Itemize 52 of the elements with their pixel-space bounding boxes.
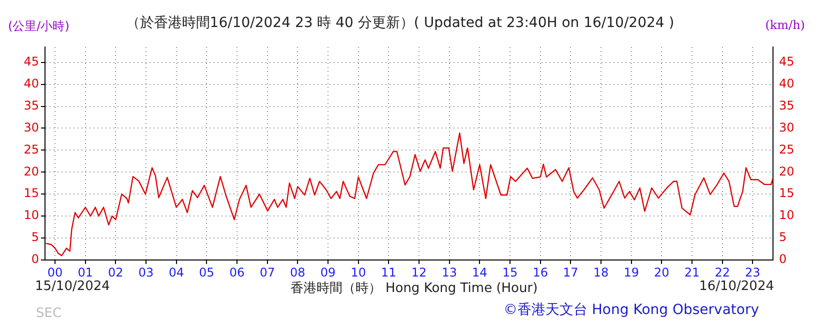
y2-tick-label: 25	[779, 142, 794, 156]
x-tick-label: 07	[260, 265, 275, 280]
y-tick-label: 35	[24, 98, 39, 112]
y2-tick-label: 20	[779, 164, 794, 178]
y-tick-label: 30	[24, 120, 39, 134]
text: 15/10/2024	[35, 279, 110, 294]
y2-tick-label: 5	[779, 230, 787, 244]
x-tick-label: 01	[78, 265, 93, 280]
y2-tick-label: 35	[779, 98, 794, 112]
y2-tick-label: 40	[779, 76, 794, 90]
x-tick-label: 19	[624, 265, 639, 280]
text: ©香港天文台 Hong Kong Observatory	[503, 301, 759, 319]
y2-tick-label: 45	[779, 54, 794, 68]
y2-tick-label: 15	[779, 186, 794, 200]
x-tick-label: 18	[593, 265, 609, 280]
x-tick-label: 14	[472, 265, 488, 280]
y-tick-label: 20	[24, 164, 39, 178]
x-tick-label: 05	[199, 265, 214, 280]
x-tick-label: 16	[532, 265, 548, 280]
x-tick-label: 08	[290, 265, 306, 280]
x-tick-label: 02	[108, 265, 124, 280]
chart-title: （於香港時間16/10/2024 23 時 40 分更新）( Updated at 23:40H on 16/10/2024 )	[126, 14, 674, 32]
y-tick-label: 5	[31, 230, 39, 244]
y-tick-label: 40	[24, 76, 39, 90]
y-tick-label: 45	[24, 54, 39, 68]
text: 16/10/2024	[699, 279, 774, 294]
x-tick-label: 23	[745, 265, 760, 280]
x-tick-label: 22	[714, 265, 730, 280]
x-tick-label: 17	[563, 265, 578, 280]
x-tick-label: 06	[229, 265, 245, 280]
x-tick-label: 15	[502, 265, 518, 280]
y-tick-label: 15	[24, 186, 39, 200]
text: SEC	[36, 306, 62, 321]
x-tick-label: 03	[138, 265, 154, 280]
x-tick-label: 21	[684, 265, 700, 280]
y-tick-label: 10	[24, 208, 39, 222]
x-tick-label: 20	[654, 265, 670, 280]
y2-tick-label: 30	[779, 120, 794, 134]
x-tick-label: 09	[320, 265, 336, 280]
x-tick-label: 10	[350, 265, 366, 280]
y-tick-label: 0	[31, 252, 39, 266]
x-tick-label: 13	[442, 265, 457, 280]
x-tick-label: 04	[168, 265, 184, 280]
x-tick-label: 12	[411, 265, 427, 280]
y-tick-label: 25	[24, 142, 39, 156]
x-tick-label: 00	[47, 265, 63, 280]
x-tick-label: 11	[381, 265, 396, 280]
y2-tick-label: 10	[779, 208, 794, 222]
y-axis-title: (公里/小時)	[8, 18, 70, 35]
y2-axis-title: (km/h)	[765, 18, 805, 32]
y2-tick-label: 0	[779, 252, 787, 266]
x-axis-title: 香港時間（時） Hong Kong Time (Hour)	[290, 280, 538, 297]
